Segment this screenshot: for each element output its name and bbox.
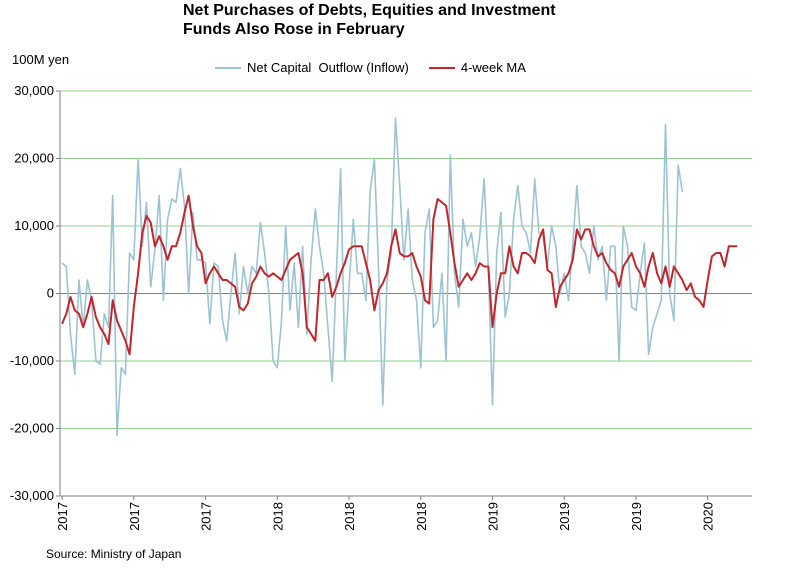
y-tick-label: 0	[47, 286, 54, 301]
chart-legend: Net Capital Outflow (Inflow) 4-week MA	[215, 60, 546, 75]
legend-item-ma: 4-week MA	[428, 60, 526, 75]
x-tick-label: 2019	[557, 502, 572, 531]
chart-title: Net Purchases of Debts, Equities and Inv…	[183, 1, 556, 39]
y-tick-label: 30,000	[14, 83, 54, 98]
legend-swatch-outflow	[215, 66, 241, 69]
series-line-net-capital-outflow	[61, 117, 684, 437]
x-tick-label: 2017	[199, 502, 214, 531]
source-note: Source: Ministry of Japan	[46, 547, 182, 561]
chart-title-line-1: Net Purchases of Debts, Equities and Inv…	[183, 2, 556, 19]
x-tick-label: 2018	[270, 502, 285, 531]
x-tick-label: 2018	[414, 502, 429, 531]
series-line-4-week-ma	[61, 194, 738, 356]
x-tick-label: 2018	[342, 502, 357, 531]
chart-title-line-2: Funds Also Rose in February	[183, 21, 405, 38]
y-axis-unit-label: 100M yen	[12, 52, 70, 67]
legend-label-outflow: Net Capital Outflow (Inflow)	[247, 60, 409, 75]
x-tick-label: 2019	[629, 502, 644, 531]
y-tick-label: -30,000	[10, 488, 54, 503]
y-tick-label: 20,000	[14, 151, 54, 166]
x-tick-label: 2020	[701, 502, 716, 531]
legend-swatch-ma	[428, 66, 455, 69]
legend-label-ma: 4-week MA	[460, 60, 526, 75]
x-tick-label: 2017	[127, 502, 142, 531]
y-tick-label: 10,000	[14, 218, 54, 233]
y-tick-label: -10,000	[10, 353, 54, 368]
x-tick-label: 2017	[55, 502, 70, 531]
legend-item-outflow: Net Capital Outflow (Inflow)	[215, 60, 409, 75]
y-tick-label: -20,000	[10, 421, 54, 436]
x-tick-label: 2019	[486, 502, 501, 531]
